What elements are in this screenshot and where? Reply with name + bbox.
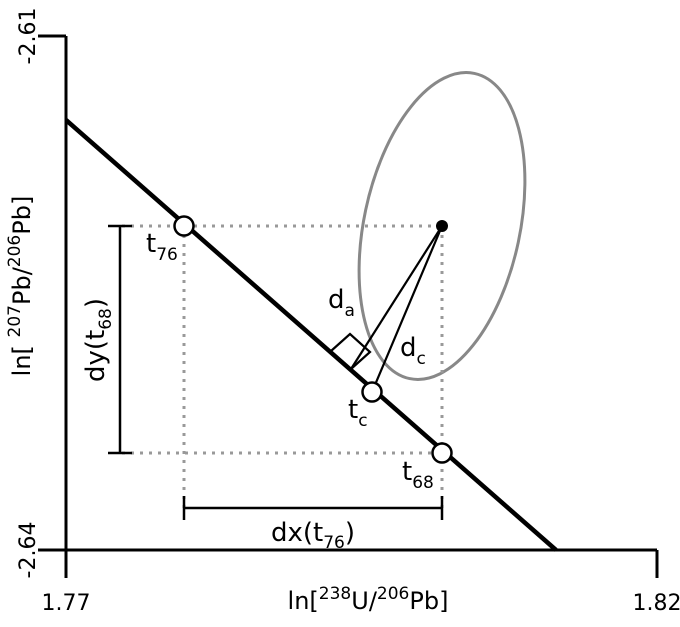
y-axis-label: ln[ 207Pb/206Pb] xyxy=(5,196,36,377)
x-tick-label-max: 1.82 xyxy=(633,591,680,616)
label-da: da xyxy=(328,285,355,321)
label-tc: tc xyxy=(348,395,368,431)
label-t68: t68 xyxy=(402,457,434,493)
x-tick-label-min: 1.77 xyxy=(42,591,91,616)
label-t76: t76 xyxy=(146,229,178,265)
data-point xyxy=(436,220,448,232)
axes: 1.77 1.82 -2.61 -2.64 ln[238U/206Pb] ln[… xyxy=(5,8,680,616)
point-t68-marker xyxy=(431,442,453,464)
point-tc-marker xyxy=(361,381,383,403)
label-dy: dy(t68) xyxy=(81,298,116,382)
guide-lines xyxy=(122,224,444,508)
dx-bracket xyxy=(182,496,444,520)
distance-line-da xyxy=(350,225,443,370)
label-dc: dc xyxy=(400,333,426,369)
concordia-line xyxy=(64,118,558,552)
y-tick-label-min: -2.64 xyxy=(16,522,41,579)
right-angle-marker xyxy=(330,332,372,370)
distance-line-dc xyxy=(370,225,444,393)
x-axis-label: ln[238U/206Pb] xyxy=(288,584,449,615)
error-ellipse xyxy=(357,71,527,381)
dy-bracket xyxy=(108,224,132,455)
y-tick-label-max: -2.61 xyxy=(16,8,41,65)
label-dx: dx(t76) xyxy=(271,518,355,553)
point-t76-marker xyxy=(173,215,195,237)
